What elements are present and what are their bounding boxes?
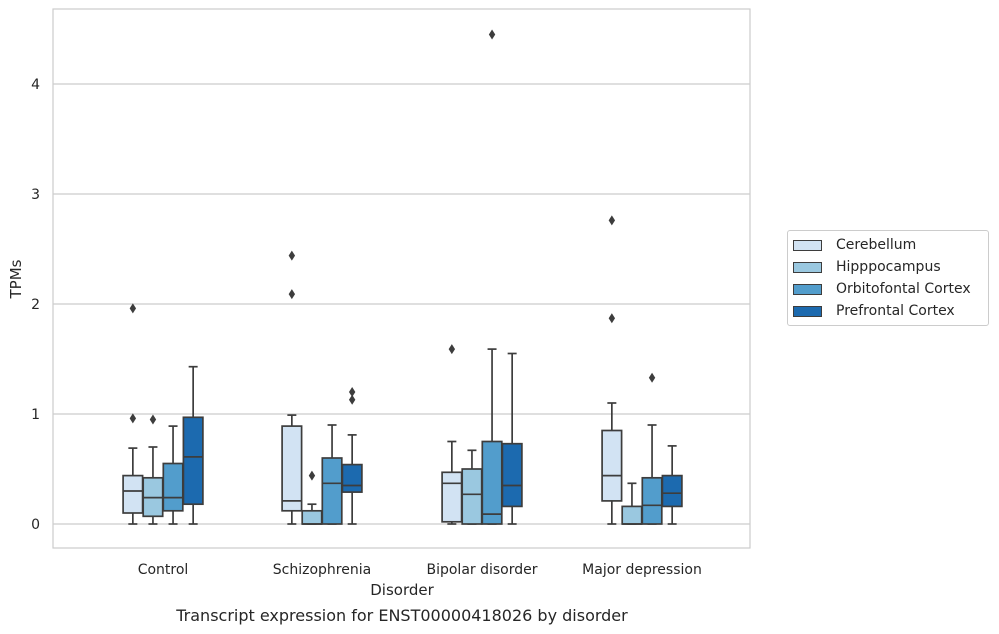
- outlier-point: [149, 414, 157, 425]
- legend-item-hippocampus: Hipppocampus: [793, 257, 941, 277]
- box-prefrontal-cortex-schizophrenia: [341, 387, 363, 525]
- legend-swatch-prefrontal-cortex: [793, 305, 822, 317]
- outlier-point: [348, 394, 356, 405]
- iqr-box: [122, 474, 144, 514]
- legend-label-hippocampus: Hipppocampus: [836, 259, 941, 275]
- box-cerebellum-bipolar-disorder: [441, 344, 463, 525]
- legend-item-prefrontal-cortex: Prefrontal Cortex: [793, 301, 955, 321]
- box-orbitofontal-cortex-schizophrenia: [321, 424, 343, 525]
- outlier-point: [129, 303, 137, 314]
- box-cerebellum-major-depression: [601, 215, 623, 525]
- x-tick-label-control: Control: [138, 562, 189, 578]
- outlier-point: [308, 470, 316, 481]
- x-tick-labels: Control Schizophrenia Bipolar disorder Majo…: [138, 562, 702, 578]
- iqr-box: [501, 442, 523, 508]
- box-hipppocampus-control: [142, 414, 164, 525]
- legend: Cerebellum Hipppocampus Orbitofontal Cor…: [787, 230, 989, 326]
- x-tick-label-major-depression: Major depression: [582, 562, 702, 578]
- x-tick-label-schizophrenia: Schizophrenia: [273, 562, 371, 578]
- legend-swatch-cerebellum: [793, 239, 822, 251]
- iqr-box: [661, 474, 683, 508]
- box-hipppocampus-bipolar-disorder: [461, 449, 483, 525]
- outlier-point: [129, 413, 137, 424]
- box-cerebellum-control: [122, 303, 144, 525]
- box-prefrontal-cortex-control: [182, 365, 204, 525]
- outlier-point: [648, 372, 656, 383]
- y-tick-labels: 0 1 2 3 4: [31, 77, 40, 533]
- legend-label-prefrontal-cortex: Prefrontal Cortex: [836, 303, 955, 319]
- outlier-point: [288, 250, 296, 261]
- outlier-point: [348, 387, 356, 397]
- legend-label-cerebellum: Cerebellum: [836, 237, 917, 253]
- grid-lines: [53, 83, 750, 525]
- iqr-box: [341, 463, 363, 493]
- plot-area-frame: [52, 8, 751, 549]
- box-cerebellum-schizophrenia: [281, 250, 303, 525]
- box-hipppocampus-schizophrenia: [301, 470, 323, 525]
- box-prefrontal-cortex-major-depression: [661, 445, 683, 525]
- iqr-box: [321, 457, 343, 525]
- y-axis-label: TPMs: [7, 259, 25, 299]
- outlier-point: [488, 29, 496, 40]
- iqr-box: [601, 429, 623, 502]
- box-orbitofontal-cortex-bipolar-disorder: [481, 29, 503, 525]
- outlier-point: [608, 313, 616, 324]
- boxes: [122, 29, 683, 525]
- legend-swatch-orbitofrontal-cortex: [793, 283, 822, 295]
- iqr-box: [621, 505, 643, 525]
- iqr-box: [162, 462, 184, 512]
- box-orbitofontal-cortex-major-depression: [641, 372, 663, 525]
- y-tick-label: 0: [31, 517, 40, 533]
- x-tick-label-bipolar-disorder: Bipolar disorder: [426, 562, 537, 578]
- y-tick-label: 1: [31, 407, 40, 423]
- iqr-box: [461, 468, 483, 525]
- iqr-box: [281, 425, 303, 512]
- legend-swatch-hippocampus: [793, 261, 822, 273]
- legend-item-cerebellum: Cerebellum: [793, 235, 916, 255]
- legend-item-orbitofrontal-cortex: Orbitofontal Cortex: [793, 279, 971, 299]
- y-tick-label: 3: [31, 187, 40, 203]
- box-orbitofontal-cortex-control: [162, 425, 184, 525]
- iqr-box: [301, 509, 323, 525]
- iqr-box: [441, 471, 463, 523]
- outlier-point: [448, 344, 456, 355]
- figure-caption: Transcript expression for ENST0000041802…: [176, 606, 628, 625]
- legend-label-orbitofrontal-cortex: Orbitofontal Cortex: [836, 281, 971, 297]
- outlier-point: [608, 215, 616, 226]
- iqr-box: [182, 416, 204, 506]
- y-tick-label: 4: [31, 77, 40, 93]
- iqr-box: [641, 476, 663, 525]
- box-prefrontal-cortex-bipolar-disorder: [501, 352, 523, 525]
- x-axis-label: Disorder: [370, 581, 434, 599]
- y-tick-label: 2: [31, 297, 40, 313]
- outlier-point: [288, 289, 296, 300]
- iqr-box: [481, 440, 503, 525]
- box-hipppocampus-major-depression: [621, 482, 643, 525]
